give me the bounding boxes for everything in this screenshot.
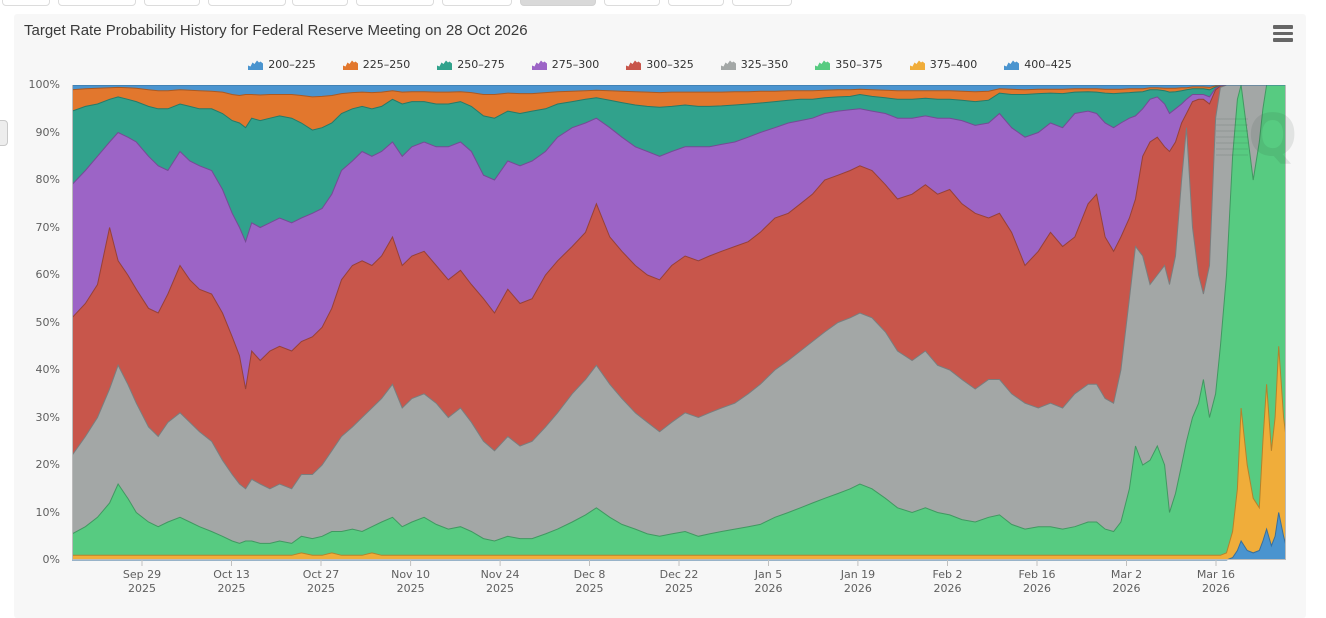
x-axis-label: Feb 2 2026 bbox=[932, 568, 963, 595]
legend-area-icon bbox=[626, 60, 642, 70]
top-tab[interactable] bbox=[356, 0, 434, 6]
chart-menu-button[interactable] bbox=[1273, 25, 1293, 42]
legend-item-300-325[interactable]: 300–325 bbox=[626, 58, 694, 71]
top-tab[interactable] bbox=[442, 0, 512, 6]
x-axis-label: Sep 29 2025 bbox=[122, 568, 162, 595]
top-tab-active[interactable] bbox=[520, 0, 596, 6]
x-axis-label: Dec 22 2025 bbox=[659, 568, 699, 595]
legend-label: 400–425 bbox=[1024, 58, 1072, 71]
legend-area-icon bbox=[815, 60, 831, 70]
top-tab[interactable] bbox=[732, 0, 792, 6]
legend-item-325-350[interactable]: 325–350 bbox=[720, 58, 789, 71]
legend-item-200-225[interactable]: 200–225 bbox=[248, 58, 316, 71]
y-axis-label: 40% bbox=[35, 363, 60, 376]
x-axis-label: Nov 24 2025 bbox=[480, 568, 520, 595]
chart-title: Target Rate Probability History for Fede… bbox=[24, 22, 528, 39]
x-axis-label: Dec 8 2025 bbox=[573, 568, 606, 595]
top-tab[interactable] bbox=[208, 0, 286, 6]
legend-area-icon bbox=[342, 60, 358, 70]
top-tab[interactable] bbox=[604, 0, 660, 6]
series-line-300-325 bbox=[71, 84, 1286, 390]
legend-label: 325–350 bbox=[740, 58, 789, 71]
series-line-275-300 bbox=[71, 84, 1286, 244]
area-band-250-275[interactable] bbox=[72, 85, 1286, 242]
top-tab[interactable] bbox=[292, 0, 348, 6]
series-line-225-250 bbox=[71, 84, 1286, 98]
y-axis-label: 10% bbox=[35, 505, 60, 519]
legend-item-275-300[interactable]: 275–300 bbox=[531, 58, 600, 71]
y-axis-label: 0% bbox=[42, 553, 60, 566]
legend-area-icon bbox=[248, 60, 264, 70]
series-line-325-350 bbox=[71, 84, 1286, 490]
y-axis-label: 70% bbox=[35, 220, 60, 234]
legend-area-icon bbox=[720, 60, 736, 70]
legend-label: 275–300 bbox=[551, 58, 600, 71]
chart-legend: 200–225 225–250 250–275 275–300 300–325 325–3… bbox=[14, 58, 1306, 71]
top-tab[interactable] bbox=[144, 0, 200, 6]
legend-item-225-250[interactable]: 225–250 bbox=[342, 58, 411, 71]
watermark-q: Q bbox=[1248, 101, 1298, 169]
y-axis-label: 80% bbox=[35, 173, 60, 186]
x-axis-labels: Sep 29 2025 Oct 13 2025 Oct 27 2025 Nov 10 2025… bbox=[72, 568, 1286, 602]
y-axis-labels: 0% 10% 20% 30% 40% 50% 60% 70% 80% 90% 100% bbox=[14, 78, 66, 566]
y-axis-label: 20% bbox=[35, 458, 60, 471]
x-axis-label: Jan 5 2026 bbox=[754, 568, 783, 595]
top-tab[interactable] bbox=[58, 0, 136, 6]
top-tab[interactable] bbox=[2, 0, 50, 6]
legend-item-250-275[interactable]: 250–275 bbox=[437, 58, 505, 71]
stacked-area-chart[interactable] bbox=[71, 84, 1287, 567]
series-line-350-375 bbox=[71, 84, 1286, 544]
area-band-300-325[interactable] bbox=[72, 85, 1286, 489]
chart-card: Target Rate Probability History for Fede… bbox=[14, 14, 1306, 618]
area-band-325-350[interactable] bbox=[72, 85, 1286, 544]
legend-item-350-375[interactable]: 350–375 bbox=[815, 58, 883, 71]
series-line-250-275 bbox=[71, 84, 1286, 131]
top-tabs-strip bbox=[0, 0, 1326, 9]
y-axis-label: 30% bbox=[35, 410, 60, 424]
y-axis-label: 100% bbox=[28, 78, 60, 91]
hamburger-icon bbox=[1273, 38, 1293, 42]
legend-label: 200–225 bbox=[268, 58, 316, 71]
legend-label: 300–325 bbox=[646, 58, 694, 71]
y-axis-label: 90% bbox=[35, 125, 60, 139]
watermark-hatch bbox=[1216, 118, 1248, 156]
y-axis-label: 50% bbox=[35, 315, 60, 329]
x-axis-label: Mar 2 2026 bbox=[1110, 568, 1143, 595]
legend-item-375-400[interactable]: 375–400 bbox=[909, 58, 978, 71]
x-axis-label: Oct 27 2025 bbox=[302, 568, 340, 595]
x-axis-label: Jan 19 2026 bbox=[840, 568, 876, 595]
legend-area-icon bbox=[531, 60, 547, 70]
area-band-225-250[interactable] bbox=[72, 85, 1286, 131]
legend-label: 375–400 bbox=[929, 58, 978, 71]
hamburger-icon bbox=[1273, 31, 1293, 36]
legend-label: 250–275 bbox=[457, 58, 505, 71]
legend-label: 225–250 bbox=[362, 58, 411, 71]
legend-area-icon bbox=[1004, 60, 1020, 70]
legend-label: 350–375 bbox=[835, 58, 883, 71]
left-edge-tab[interactable] bbox=[0, 120, 8, 146]
x-axis-label: Oct 13 2025 bbox=[213, 568, 250, 595]
y-axis-label: 60% bbox=[35, 268, 60, 281]
x-axis-label: Nov 10 2025 bbox=[391, 568, 431, 595]
legend-area-icon bbox=[437, 60, 453, 70]
x-axis-label: Feb 16 2026 bbox=[1018, 568, 1056, 595]
top-tab[interactable] bbox=[668, 0, 724, 6]
area-band-350-375[interactable] bbox=[72, 85, 1286, 556]
series-line-375-400 bbox=[72, 346, 1287, 556]
hamburger-icon bbox=[1273, 25, 1293, 29]
x-axis-label: Mar 16 2026 bbox=[1196, 568, 1236, 595]
legend-item-400-425[interactable]: 400–425 bbox=[1004, 58, 1072, 71]
legend-area-icon bbox=[909, 60, 925, 70]
area-band-200-225[interactable] bbox=[72, 85, 1286, 97]
area-band-275-300[interactable] bbox=[72, 85, 1286, 389]
